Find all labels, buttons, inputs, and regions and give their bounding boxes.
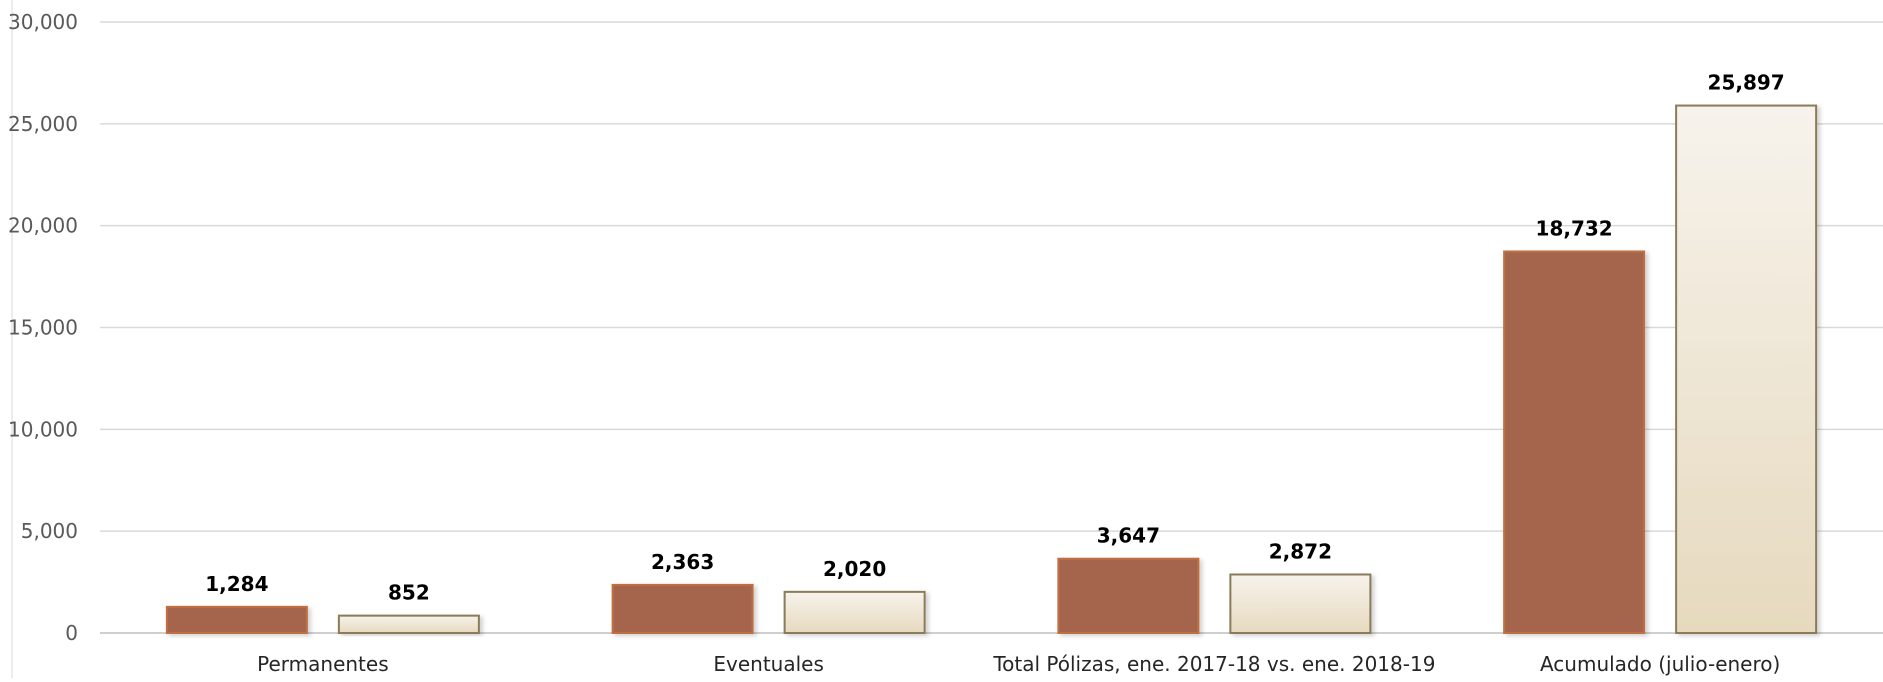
data-label: 3,647: [1097, 524, 1160, 548]
bars: [165, 104, 1818, 635]
y-tick-label: 5,000: [21, 519, 78, 543]
data-label: 2,872: [1269, 540, 1332, 564]
bar-series-2: [783, 590, 926, 634]
axes: 0 5,000 10,000 15,000 20,000 25,000 30,000 Perm…: [8, 0, 1780, 678]
y-tick-label: 0: [65, 621, 78, 645]
data-label: 2,020: [823, 557, 886, 581]
x-tick-label: Acumulado (julio-enero): [1540, 652, 1780, 676]
y-tick-label: 25,000: [8, 112, 78, 136]
y-tick-label: 10,000: [8, 417, 78, 441]
gridlines: [100, 21, 1883, 634]
y-tick-label: 15,000: [8, 316, 78, 340]
data-label: 1,284: [205, 572, 268, 596]
bar-series-1: [165, 605, 308, 634]
x-tick-label: Permanentes: [257, 652, 388, 676]
data-label: 25,897: [1708, 71, 1785, 95]
y-tick-label: 20,000: [8, 214, 78, 238]
x-tick-label: Total Pólizas, ene. 2017-18 vs. ene. 201…: [992, 652, 1435, 676]
bar-series-2: [1229, 573, 1372, 635]
data-label: 18,732: [1536, 216, 1613, 240]
bar-series-2: [1675, 104, 1818, 634]
y-tick-label: 30,000: [8, 10, 78, 34]
data-label: 2,363: [651, 550, 714, 574]
data-labels: 1,284 852 2,363 2,020 3,647 2,872 18,732 25,897: [205, 71, 1784, 605]
bar-series-1: [1057, 557, 1200, 635]
bar-series-1: [611, 583, 754, 635]
x-tick-label: Eventuales: [713, 652, 824, 676]
data-label: 852: [388, 581, 430, 605]
bar-series-2: [337, 614, 480, 634]
bar-series-1: [1503, 250, 1646, 634]
